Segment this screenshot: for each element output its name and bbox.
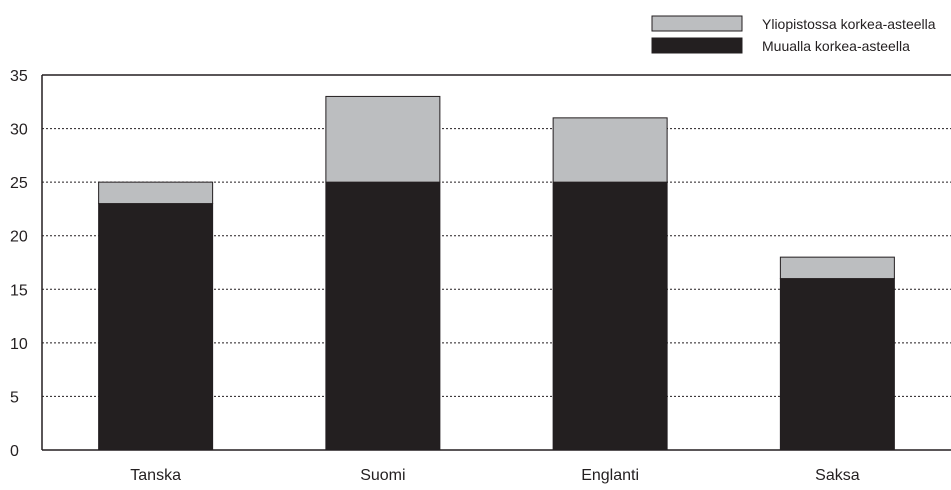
y-tick-label-25: 25 [10, 175, 28, 192]
y-tick-label-0: 0 [10, 443, 19, 460]
bar-saksa-series-2 [779, 256, 895, 280]
legend-swatch-1 [651, 37, 743, 54]
bar-suomi-series-2 [325, 95, 441, 183]
category-label-suomi: Suomi [360, 467, 405, 484]
category-label-englanti: Englanti [581, 467, 639, 484]
bar-tanska-series-2 [98, 181, 214, 205]
legend: Yliopistossa korkea-asteella Muualla kork… [651, 15, 936, 54]
bar-englanti-series-2 [552, 117, 668, 183]
bar-saksa-series-1 [779, 278, 895, 451]
y-tick-labels: 0 5 10 15 20 25 30 35 [10, 68, 28, 460]
y-tick-label-10: 10 [10, 336, 28, 353]
legend-label-2: Yliopistossa korkea-asteella [762, 16, 936, 32]
category-labels: Tanska Suomi Englanti Saksa [130, 467, 859, 484]
y-tick-label-35: 35 [10, 68, 28, 85]
bars [98, 95, 895, 451]
category-label-saksa: Saksa [815, 467, 860, 484]
legend-label-1: Muualla korkea-asteella [762, 38, 910, 54]
axes [41, 74, 951, 451]
bar-englanti-series-1 [552, 181, 668, 451]
y-tick-label-20: 20 [10, 229, 28, 246]
bar-tanska-series-1 [98, 203, 214, 451]
bar-suomi-series-1 [325, 181, 441, 451]
legend-swatch-2 [651, 15, 743, 32]
y-tick-label-30: 30 [10, 122, 28, 139]
y-tick-label-15: 15 [10, 282, 28, 299]
category-label-tanska: Tanska [130, 467, 181, 484]
y-tick-label-5: 5 [10, 389, 19, 406]
